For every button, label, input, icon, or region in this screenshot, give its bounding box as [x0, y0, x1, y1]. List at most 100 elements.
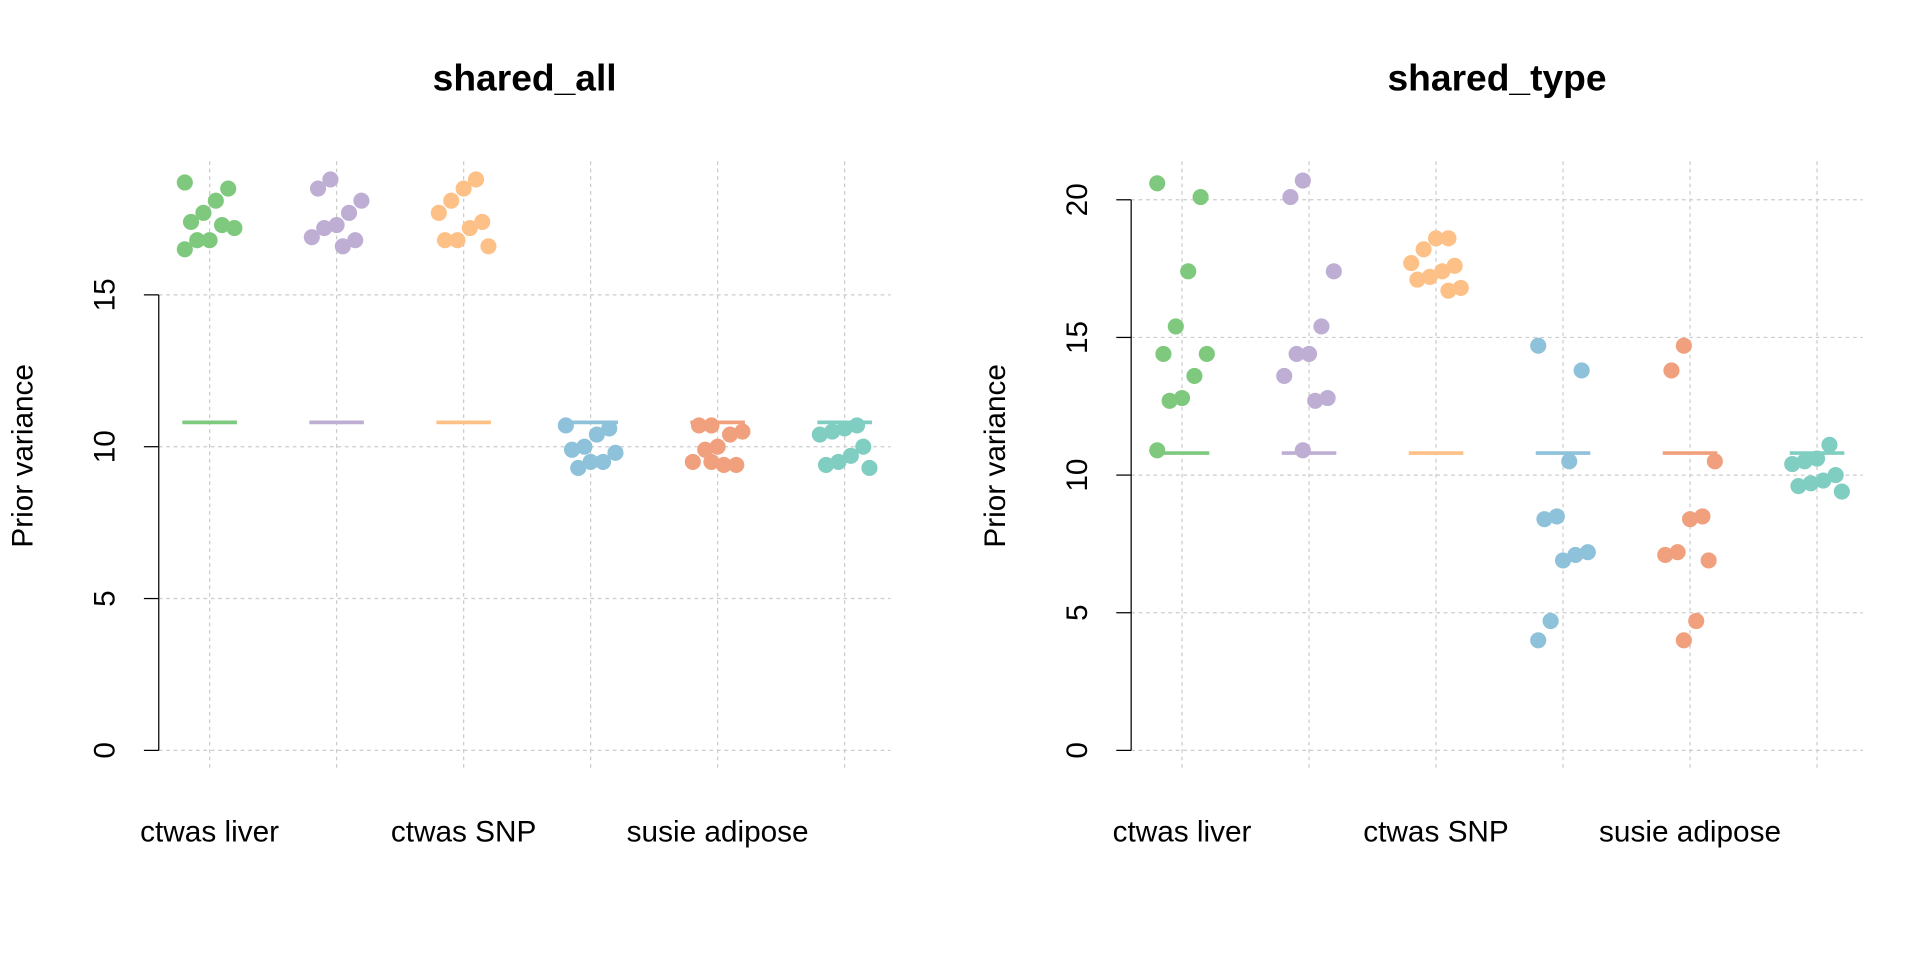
point — [1186, 367, 1203, 385]
point — [480, 238, 497, 255]
point — [455, 180, 472, 197]
point — [1415, 241, 1432, 258]
point — [601, 420, 618, 437]
point — [443, 192, 460, 209]
point — [570, 459, 587, 477]
point — [1313, 318, 1330, 335]
y-tick-label: 5 — [1061, 604, 1094, 621]
point — [1808, 450, 1826, 467]
point — [684, 453, 701, 470]
y-axis-label: Prior variance — [7, 364, 40, 548]
x-tick-label: ctwas liver — [1113, 815, 1252, 848]
point — [1567, 546, 1584, 563]
point — [1149, 175, 1166, 192]
point — [334, 238, 351, 255]
point — [226, 219, 243, 237]
point — [703, 453, 720, 470]
point — [1821, 436, 1838, 453]
point — [1294, 172, 1311, 189]
point — [848, 417, 866, 434]
point — [195, 204, 212, 221]
point — [1300, 345, 1318, 363]
point — [1554, 552, 1572, 569]
point — [207, 192, 224, 209]
y-tick-label: 0 — [89, 742, 122, 759]
x-tick-label: ctwas SNP — [391, 815, 536, 848]
point — [316, 219, 333, 237]
point — [1198, 345, 1215, 363]
point — [176, 241, 193, 258]
point — [824, 423, 841, 440]
y-tick-label: 0 — [1061, 742, 1094, 759]
point — [1706, 453, 1723, 470]
point — [1542, 612, 1559, 630]
point — [1700, 552, 1717, 569]
point — [1790, 478, 1807, 495]
x-tick-label: susie adipose — [1599, 815, 1781, 848]
point — [1833, 483, 1850, 500]
point — [1827, 467, 1844, 484]
point — [1173, 389, 1191, 407]
point — [1815, 472, 1832, 489]
point — [353, 192, 370, 209]
point — [715, 456, 732, 473]
x-tick-label: susie adipose — [627, 815, 809, 848]
point — [703, 417, 720, 434]
point — [830, 453, 847, 470]
point — [1663, 362, 1680, 379]
point — [328, 216, 345, 234]
point — [1427, 230, 1445, 247]
point — [1409, 271, 1426, 288]
point — [1192, 188, 1209, 206]
point — [817, 456, 835, 473]
point — [449, 232, 466, 249]
point — [1434, 263, 1451, 280]
y-axis-label: Prior variance — [979, 364, 1012, 548]
point — [220, 180, 237, 197]
point — [836, 420, 853, 437]
point — [588, 426, 605, 443]
point — [1446, 257, 1463, 274]
point — [1573, 362, 1590, 379]
point — [1294, 442, 1311, 459]
point — [1579, 544, 1596, 561]
point — [1675, 337, 1692, 354]
point — [1796, 453, 1813, 470]
point — [1694, 508, 1711, 525]
point — [709, 438, 726, 455]
point — [322, 171, 339, 188]
point — [1688, 612, 1705, 630]
point — [1536, 511, 1553, 528]
point — [1288, 345, 1305, 363]
point — [1155, 345, 1172, 363]
point — [303, 229, 320, 246]
point — [607, 444, 624, 461]
point — [697, 441, 714, 458]
y-tick-label: 15 — [1061, 321, 1094, 354]
point — [1161, 392, 1178, 409]
point — [842, 447, 859, 464]
point — [461, 219, 478, 237]
point — [563, 441, 581, 458]
point — [1421, 268, 1438, 285]
point — [340, 204, 358, 221]
point — [1167, 318, 1184, 335]
y-tick-label: 5 — [89, 590, 122, 607]
y-tick-label: 15 — [89, 278, 122, 311]
point — [734, 423, 751, 440]
point — [474, 213, 491, 231]
point — [201, 232, 218, 249]
point — [1530, 632, 1547, 649]
point — [576, 438, 593, 455]
point — [467, 171, 485, 188]
point — [1784, 456, 1801, 473]
point — [1276, 367, 1293, 385]
point — [1548, 508, 1565, 525]
point — [1319, 389, 1336, 407]
chart-title: shared_all — [433, 56, 617, 98]
point — [309, 180, 327, 197]
point — [855, 438, 872, 455]
point — [1530, 337, 1547, 354]
point — [861, 459, 878, 477]
